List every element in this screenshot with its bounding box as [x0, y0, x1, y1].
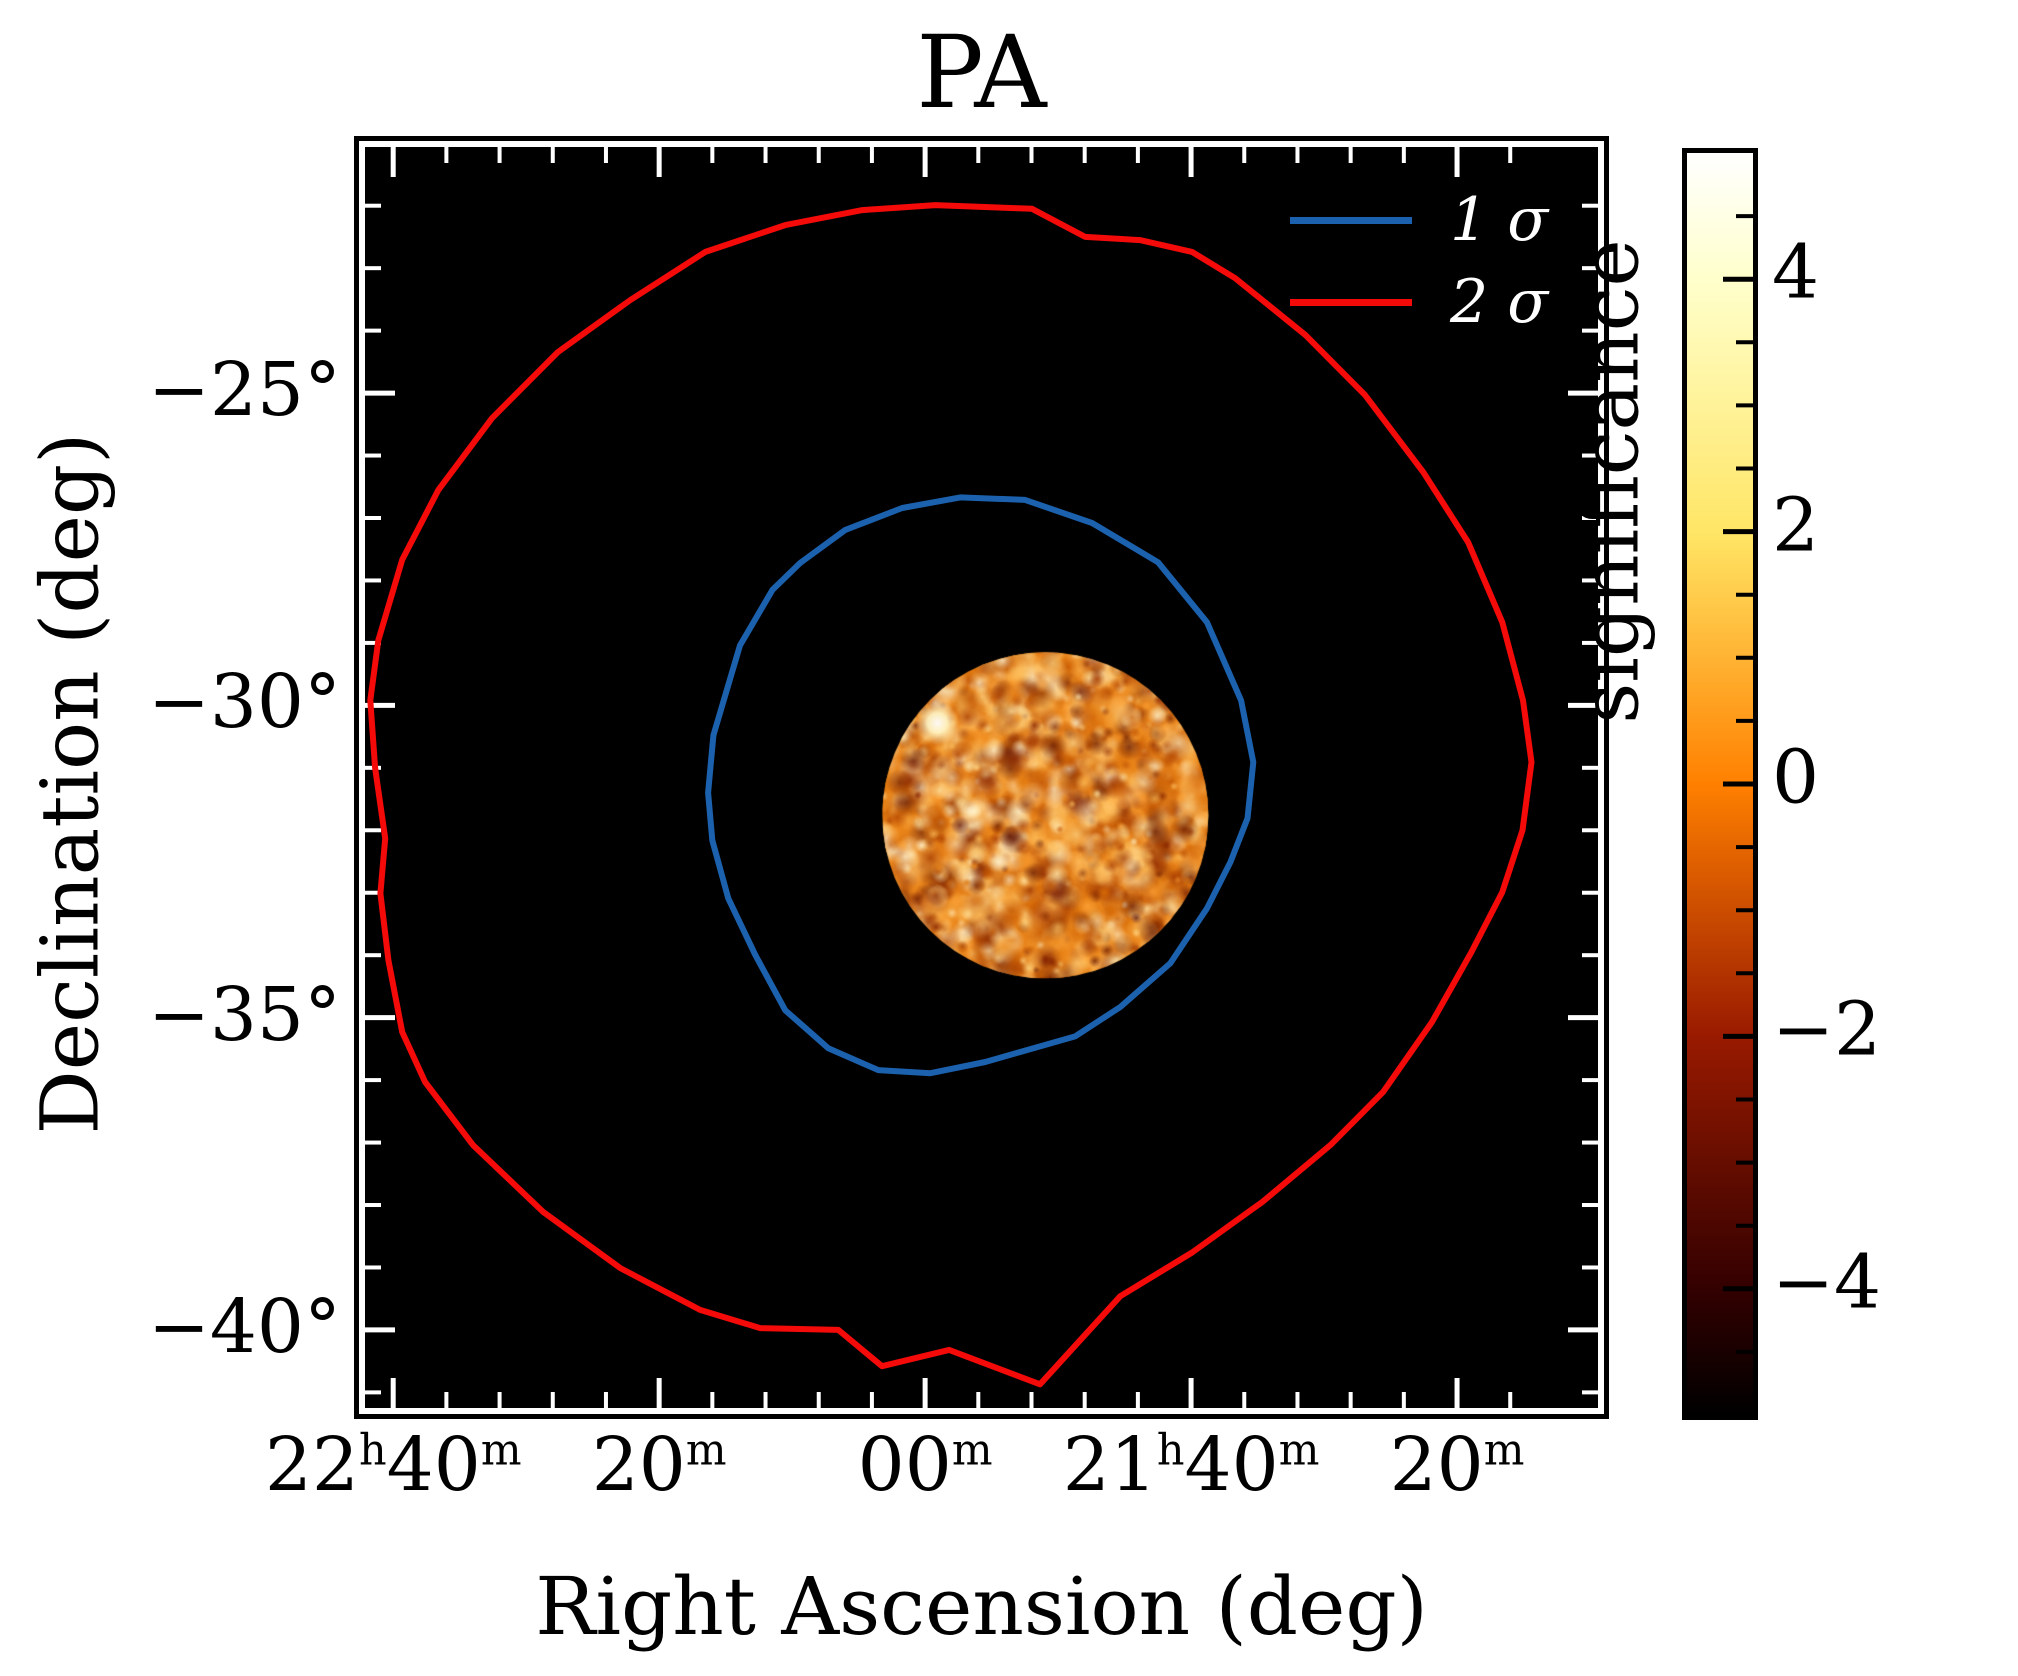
x-tick-label: 20m — [1390, 1428, 1525, 1502]
chart-title: PA — [916, 14, 1047, 131]
legend-label-1sigma: 1 σ — [1450, 185, 1549, 255]
x-tick-number: 40 — [1184, 1422, 1279, 1508]
y-axis-label: Declination (deg) — [23, 432, 117, 1135]
x-tick-label: 22h40m — [265, 1428, 522, 1502]
colorbar-ticks — [1723, 214, 1753, 1354]
legend-item-2sigma: 2 σ — [1290, 261, 1548, 343]
plot-area: 1 σ 2 σ — [354, 136, 1609, 1419]
x-tick-unit: m — [951, 1425, 993, 1476]
x-tick-number: 00 — [857, 1422, 952, 1508]
x-tick-number: 20 — [1389, 1422, 1484, 1508]
y-tick-label: −35° — [147, 971, 341, 1058]
legend-item-1sigma: 1 σ — [1290, 179, 1548, 261]
x-tick-unit: h — [1156, 1425, 1185, 1476]
x-tick-label: 21h40m — [1063, 1428, 1320, 1502]
x-tick-unit: m — [1483, 1425, 1525, 1476]
x-tick-unit: m — [480, 1425, 522, 1476]
colorbar-label: significance — [1563, 239, 1657, 724]
x-tick-number: 21 — [1062, 1422, 1157, 1508]
x-tick-label: 00m — [858, 1428, 993, 1502]
colorbar — [1682, 148, 1758, 1420]
contour-1sigma — [705, 494, 1257, 1077]
x-tick-unit: h — [359, 1425, 387, 1476]
x-tick-label: 20m — [592, 1428, 727, 1502]
significance-map-disc — [365, 147, 1598, 1408]
contour-2sigma — [367, 202, 1535, 1388]
x-tick-unit: m — [1278, 1425, 1320, 1476]
x-tick-unit: m — [685, 1425, 727, 1476]
y-tick-label: −25° — [147, 347, 341, 434]
colorbar-tick-label: 0 — [1772, 734, 1820, 821]
x-tick-number: 20 — [591, 1422, 686, 1508]
colorbar-tick-label: 2 — [1772, 482, 1820, 569]
legend: 1 σ 2 σ — [1290, 179, 1548, 343]
legend-line-2sigma — [1290, 298, 1412, 306]
y-tick-label: −30° — [147, 659, 341, 746]
colorbar-tick-label: 4 — [1772, 229, 1820, 316]
legend-line-1sigma — [1290, 216, 1412, 224]
x-tick-number: 40 — [386, 1422, 481, 1508]
y-tick-label: −40° — [147, 1283, 341, 1370]
contours-and-ticks — [365, 147, 1598, 1408]
x-tick-number: 22 — [264, 1422, 360, 1508]
colorbar-tick-label: −2 — [1772, 986, 1882, 1073]
colorbar-tick-label: −4 — [1772, 1239, 1882, 1326]
legend-label-2sigma: 2 σ — [1450, 267, 1549, 337]
x-axis-label: Right Ascension (deg) — [535, 1560, 1428, 1653]
